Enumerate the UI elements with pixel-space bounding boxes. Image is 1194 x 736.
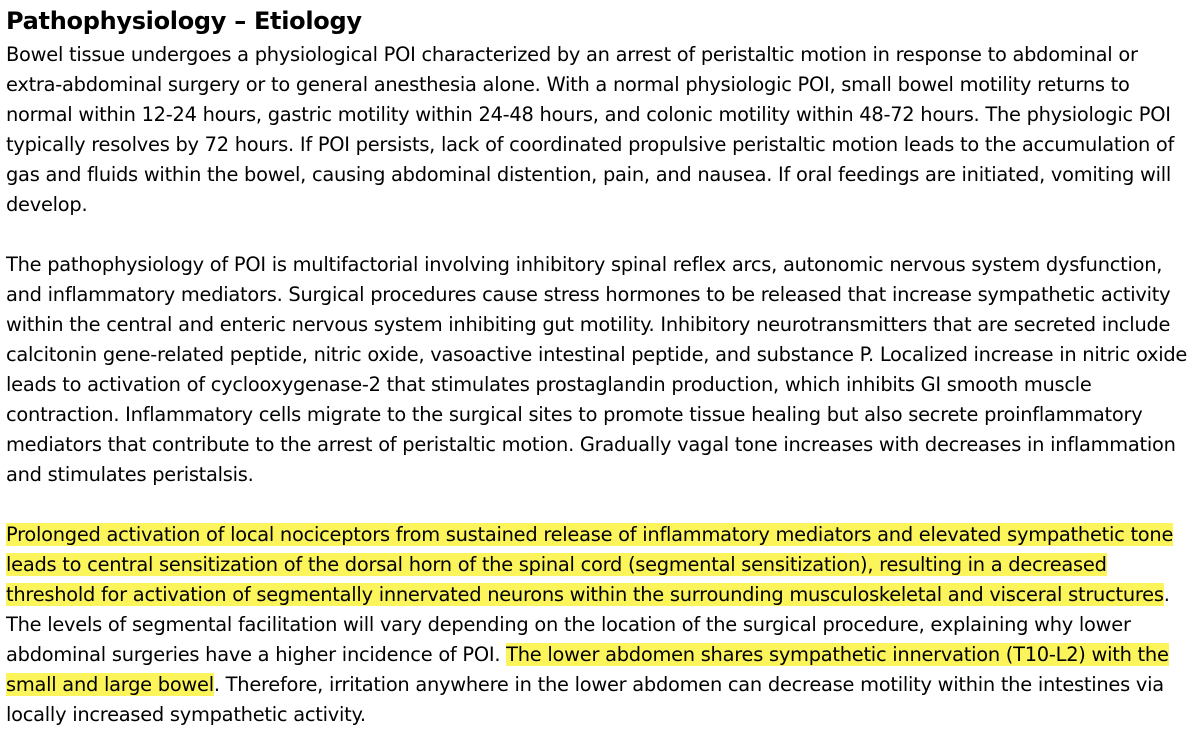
section-title: Pathophysiology – Etiology xyxy=(6,7,362,35)
body-text: . Therefore, irritation anywhere in the … xyxy=(6,673,1164,726)
paragraph-spacer xyxy=(6,490,1192,520)
document-page: Pathophysiology – Etiology Bowel tissue … xyxy=(6,2,1192,730)
highlighted-text: Prolonged activation of local nociceptor… xyxy=(6,523,1174,606)
paragraph-spacer xyxy=(6,220,1192,250)
paragraph-segmental-sensitization: Prolonged activation of local nociceptor… xyxy=(6,520,1192,730)
paragraph-pathophysiology: The pathophysiology of POI is multifacto… xyxy=(6,253,1188,486)
paragraph-physiologic-poi: Bowel tissue undergoes a physiological P… xyxy=(6,43,1175,216)
body-text: . The levels of segmental facilitation w… xyxy=(6,583,1170,666)
